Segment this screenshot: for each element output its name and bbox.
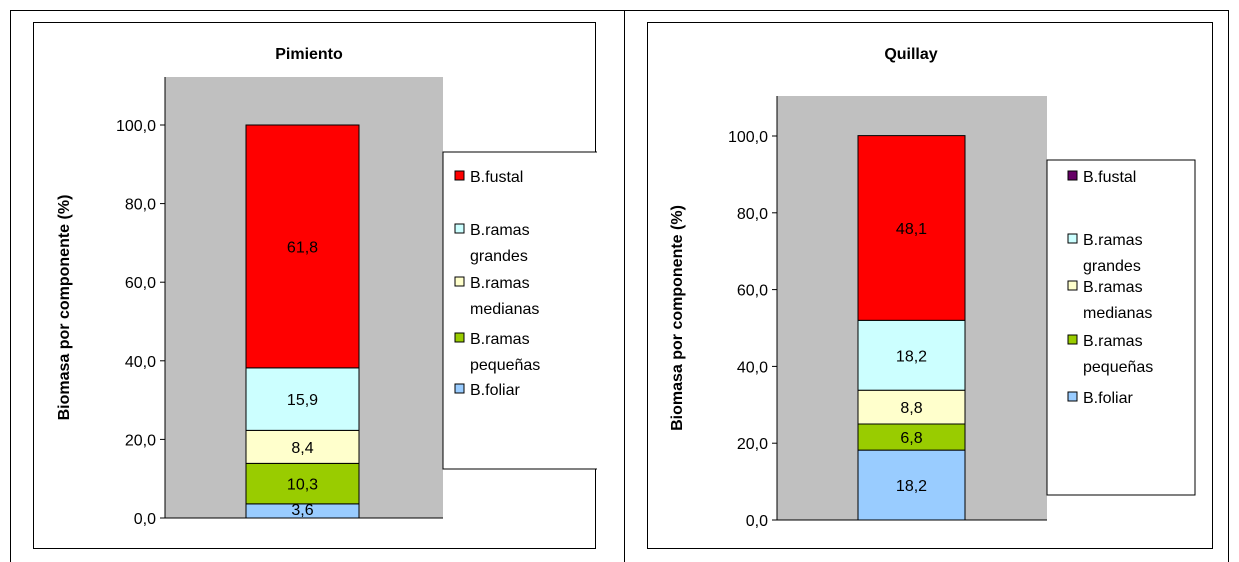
legend-swatch-b-ramas-grandes [1067, 233, 1078, 244]
data-label-b-ramas-medianas: 8,8 [900, 400, 922, 417]
y-tick-label: 20,0 [125, 432, 156, 449]
legend-box [442, 151, 597, 470]
legend-label: B.ramas [1083, 333, 1143, 350]
bar-segment-b-ramas-pequenas [245, 462, 360, 505]
data-label-b-ramas-medianas: 8,4 [291, 440, 313, 457]
y-tick-label: 0,0 [746, 513, 768, 530]
y-tick-label: 100,0 [116, 118, 156, 135]
legend-label: B.ramas [470, 331, 530, 348]
legend-label: B.ramas [470, 222, 530, 239]
legend-swatch-b-ramas-pequenas [1067, 334, 1078, 345]
bar-segment-b-ramas-grandes [245, 367, 360, 431]
legend-label: B.foliar [1083, 390, 1133, 407]
bar-segment-b-ramas-pequenas [857, 423, 966, 451]
y-tick-label: 20,0 [737, 436, 768, 453]
legend-swatch-b-ramas-grandes [454, 223, 465, 234]
legend-label: medianas [1083, 305, 1152, 322]
y-tick-label: 40,0 [737, 359, 768, 376]
legend-label: B.fustal [470, 169, 523, 186]
legend-label: B.foliar [470, 382, 520, 399]
legend-label: pequeñas [1083, 359, 1153, 376]
y-tick-label: 40,0 [125, 354, 156, 371]
legend-swatch-b-fustal [454, 170, 465, 181]
legend-swatch-b-ramas-pequenas [454, 332, 465, 343]
chart-title: Quillay [884, 46, 937, 63]
data-label-b-foliar: 3,6 [291, 502, 313, 519]
legend-swatch-b-fustal [1067, 170, 1078, 181]
y-axis-title: Biomasa por componente (%) [669, 205, 686, 431]
legend-label: B.fustal [1083, 169, 1136, 186]
y-tick-label: 60,0 [125, 275, 156, 292]
y-tick-label: 100,0 [728, 129, 768, 146]
data-label-b-ramas-pequenas: 6,8 [900, 430, 922, 447]
legend-label: grandes [470, 248, 528, 265]
bar-segment-b-fustal [857, 135, 966, 321]
bar-segment-b-ramas-medianas [245, 429, 360, 464]
figure-divider [624, 10, 625, 562]
chart-svg-pimiento: Pimiento 0,0 20,0 40,0 60,0 80,0 100,0 Biomasa … [56, 46, 597, 528]
data-label-b-fustal: 61,8 [287, 239, 318, 256]
chart-svg-quillay: Quillay 0,0 20,0 40,0 60,0 80,0 100,0 Biomasa p… [669, 46, 1196, 530]
chart-panel-quillay: Quillay 0,0 20,0 40,0 60,0 80,0 100,0 Biomasa p… [647, 22, 1213, 549]
data-label-b-ramas-grandes: 15,9 [287, 392, 318, 409]
legend-label: medianas [470, 301, 539, 318]
y-tick-label: 80,0 [737, 206, 768, 223]
legend-swatch-b-foliar [454, 383, 465, 394]
data-label-b-ramas-grandes: 18,2 [896, 348, 927, 365]
legend-swatch-b-foliar [1067, 391, 1078, 402]
legend-label: B.ramas [1083, 232, 1143, 249]
chart-title: Pimiento [275, 46, 343, 63]
legend-label: pequeñas [470, 357, 540, 374]
legend-label: B.ramas [1083, 279, 1143, 296]
bar-segment-b-fustal [245, 124, 360, 369]
y-tick-label: 80,0 [125, 197, 156, 214]
legend-label: grandes [1083, 258, 1141, 275]
legend-label: B.ramas [470, 275, 530, 292]
legend-swatch-b-ramas-medianas [454, 276, 465, 287]
data-label-b-fustal: 48,1 [896, 221, 927, 238]
figure-frame [10, 10, 1229, 562]
legend-swatch-b-ramas-medianas [1067, 280, 1078, 291]
bar-segment-b-ramas-medianas [857, 389, 966, 425]
data-label-b-foliar: 18,2 [896, 478, 927, 495]
legend-box [1046, 159, 1196, 496]
y-tick-label: 0,0 [134, 511, 156, 528]
chart-panel-pimiento: Pimiento 0,0 20,0 40,0 60,0 80,0 100,0 Biomasa … [33, 22, 597, 549]
y-axis-title: Biomasa por componente (%) [56, 195, 73, 421]
y-tick-label: 60,0 [737, 283, 768, 300]
bar-segment-b-foliar [857, 449, 966, 521]
data-label-b-ramas-pequenas: 10,3 [287, 477, 318, 494]
